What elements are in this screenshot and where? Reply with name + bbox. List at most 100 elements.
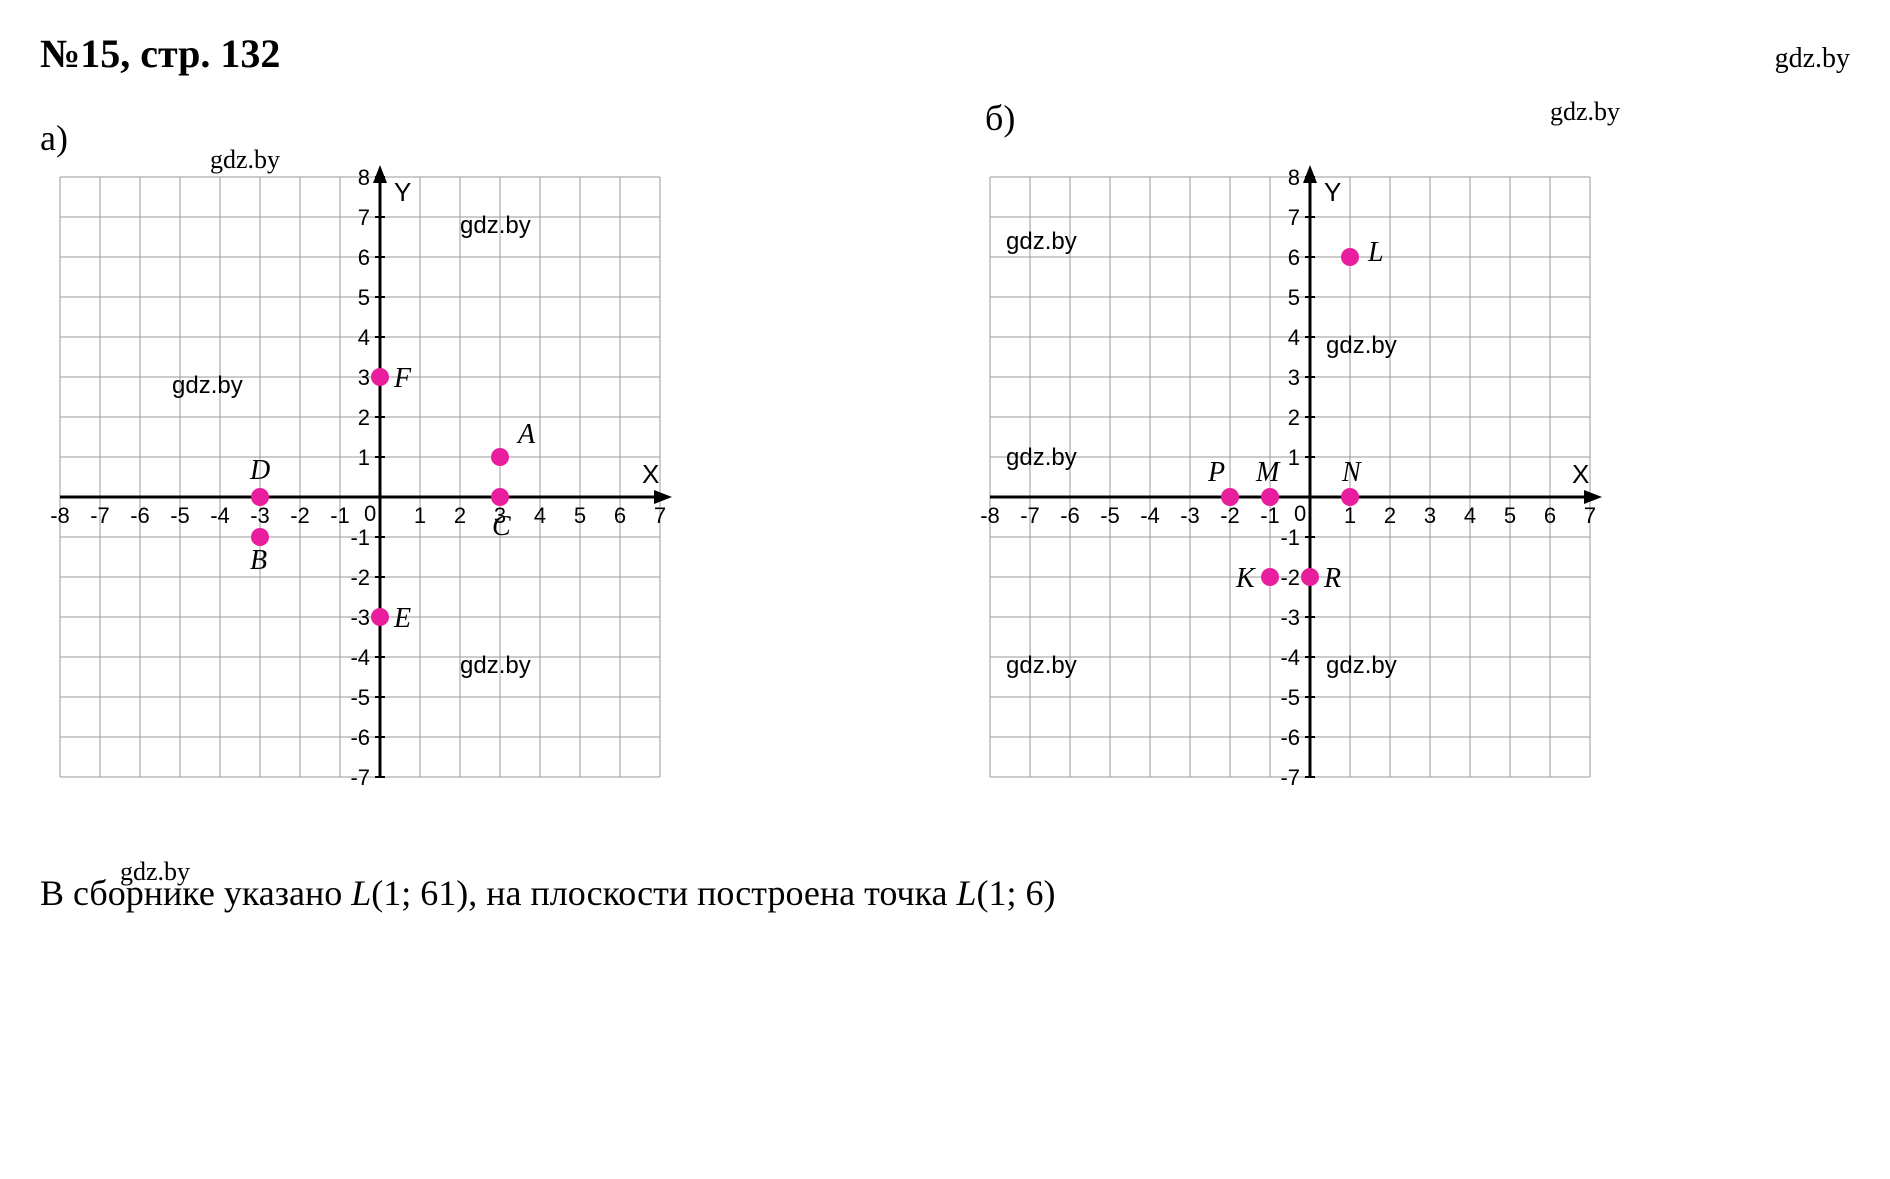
point-label-F: F bbox=[393, 363, 412, 394]
chart-b-container: XY-8-7-6-5-4-3-2-101234567-7-6-5-4-3-2-1… bbox=[970, 157, 1850, 802]
svg-text:-5: -5 bbox=[170, 503, 190, 528]
svg-text:-3: -3 bbox=[1180, 503, 1200, 528]
svg-text:-2: -2 bbox=[1220, 503, 1240, 528]
svg-text:3: 3 bbox=[1424, 503, 1436, 528]
svg-text:-2: -2 bbox=[350, 565, 370, 590]
svg-text:4: 4 bbox=[358, 325, 370, 350]
svg-text:2: 2 bbox=[358, 405, 370, 430]
svg-text:-6: -6 bbox=[350, 725, 370, 750]
point-F bbox=[371, 368, 389, 386]
chart-a-svg: XY-8-7-6-5-4-3-2-101234567-7-6-5-4-3-2-1… bbox=[40, 157, 680, 797]
point-label-R: R bbox=[1323, 563, 1341, 594]
svg-text:0: 0 bbox=[1294, 501, 1306, 526]
svg-text:-1: -1 bbox=[1280, 525, 1300, 550]
point-M bbox=[1261, 488, 1279, 506]
svg-text:8: 8 bbox=[358, 165, 370, 190]
svg-text:-7: -7 bbox=[350, 765, 370, 790]
point-A bbox=[491, 448, 509, 466]
svg-text:-7: -7 bbox=[90, 503, 110, 528]
svg-text:1: 1 bbox=[1288, 445, 1300, 470]
svg-text:-4: -4 bbox=[350, 645, 370, 670]
point-D bbox=[251, 488, 269, 506]
point-label-P: P bbox=[1207, 457, 1225, 488]
point-P bbox=[1221, 488, 1239, 506]
point-K bbox=[1261, 568, 1279, 586]
svg-text:gdz.by: gdz.by bbox=[1006, 444, 1077, 471]
svg-text:0: 0 bbox=[364, 501, 376, 526]
svg-text:Y: Y bbox=[394, 177, 411, 207]
svg-text:-4: -4 bbox=[1140, 503, 1160, 528]
svg-text:-6: -6 bbox=[130, 503, 150, 528]
point-label-B: B bbox=[250, 545, 267, 576]
point-label-E: E bbox=[393, 603, 411, 634]
chart-b-svg: XY-8-7-6-5-4-3-2-101234567-7-6-5-4-3-2-1… bbox=[970, 157, 1610, 797]
point-N bbox=[1341, 488, 1359, 506]
svg-text:gdz.by: gdz.by bbox=[1006, 652, 1077, 679]
charts-row: а) XY-8-7-6-5-4-3-2-101234567-7-6-5-4-3-… bbox=[40, 127, 1850, 802]
svg-text:-3: -3 bbox=[250, 503, 270, 528]
point-R bbox=[1301, 568, 1319, 586]
point-B bbox=[251, 528, 269, 546]
svg-text:-3: -3 bbox=[350, 605, 370, 630]
svg-text:2: 2 bbox=[454, 503, 466, 528]
svg-text:-5: -5 bbox=[350, 685, 370, 710]
svg-text:8: 8 bbox=[1288, 165, 1300, 190]
footer-text: В сборнике указано L(1; 61), на плоскост… bbox=[40, 872, 1850, 914]
svg-text:-2: -2 bbox=[290, 503, 310, 528]
svg-text:-5: -5 bbox=[1100, 503, 1120, 528]
svg-text:gdz.by: gdz.by bbox=[460, 212, 531, 239]
svg-text:4: 4 bbox=[1288, 325, 1300, 350]
svg-text:5: 5 bbox=[1288, 285, 1300, 310]
svg-text:7: 7 bbox=[1584, 503, 1596, 528]
svg-text:7: 7 bbox=[358, 205, 370, 230]
svg-text:-3: -3 bbox=[1280, 605, 1300, 630]
svg-text:2: 2 bbox=[1288, 405, 1300, 430]
point-label-K: K bbox=[1235, 563, 1256, 594]
svg-text:X: X bbox=[1572, 459, 1589, 489]
svg-text:-4: -4 bbox=[1280, 645, 1300, 670]
chart-b-block: б) gdz.by XY-8-7-6-5-4-3-2-101234567-7-6… bbox=[970, 127, 1850, 802]
svg-text:3: 3 bbox=[1288, 365, 1300, 390]
svg-text:4: 4 bbox=[1464, 503, 1476, 528]
point-label-D: D bbox=[249, 455, 270, 486]
svg-text:7: 7 bbox=[1288, 205, 1300, 230]
svg-text:-8: -8 bbox=[980, 503, 1000, 528]
point-C bbox=[491, 488, 509, 506]
svg-text:5: 5 bbox=[1504, 503, 1516, 528]
svg-text:6: 6 bbox=[614, 503, 626, 528]
chart-a-container: XY-8-7-6-5-4-3-2-101234567-7-6-5-4-3-2-1… bbox=[40, 157, 920, 802]
svg-text:1: 1 bbox=[358, 445, 370, 470]
chart-b-top-watermark: gdz.by bbox=[1550, 97, 1620, 127]
svg-text:1: 1 bbox=[1344, 503, 1356, 528]
svg-text:6: 6 bbox=[1544, 503, 1556, 528]
svg-text:-7: -7 bbox=[1020, 503, 1040, 528]
svg-text:-1: -1 bbox=[330, 503, 350, 528]
chart-a-block: а) XY-8-7-6-5-4-3-2-101234567-7-6-5-4-3-… bbox=[40, 127, 920, 802]
header: №15, стр. 132 gdz.by bbox=[40, 30, 1850, 77]
svg-text:-6: -6 bbox=[1280, 725, 1300, 750]
footer-watermark: gdz.by bbox=[120, 857, 190, 886]
svg-text:-1: -1 bbox=[350, 525, 370, 550]
svg-text:gdz.by: gdz.by bbox=[1326, 652, 1397, 679]
point-L bbox=[1341, 248, 1359, 266]
svg-text:1: 1 bbox=[414, 503, 426, 528]
point-label-N: N bbox=[1341, 457, 1362, 488]
svg-text:6: 6 bbox=[1288, 245, 1300, 270]
svg-text:-5: -5 bbox=[1280, 685, 1300, 710]
point-label-M: M bbox=[1255, 457, 1281, 488]
chart-b-label: б) bbox=[985, 97, 1015, 139]
point-label-A: A bbox=[516, 419, 536, 450]
svg-text:gdz.by: gdz.by bbox=[172, 372, 243, 399]
footer-area: gdz.by В сборнике указано L(1; 61), на п… bbox=[40, 832, 1850, 914]
header-watermark: gdz.by bbox=[1775, 43, 1850, 75]
point-label-C: C bbox=[492, 511, 511, 542]
svg-text:5: 5 bbox=[574, 503, 586, 528]
svg-text:6: 6 bbox=[358, 245, 370, 270]
svg-text:7: 7 bbox=[654, 503, 666, 528]
svg-text:gdz.by: gdz.by bbox=[1326, 332, 1397, 359]
svg-text:-8: -8 bbox=[50, 503, 70, 528]
point-label-L: L bbox=[1367, 237, 1384, 268]
svg-text:5: 5 bbox=[358, 285, 370, 310]
svg-text:gdz.by: gdz.by bbox=[1006, 228, 1077, 255]
svg-text:-6: -6 bbox=[1060, 503, 1080, 528]
